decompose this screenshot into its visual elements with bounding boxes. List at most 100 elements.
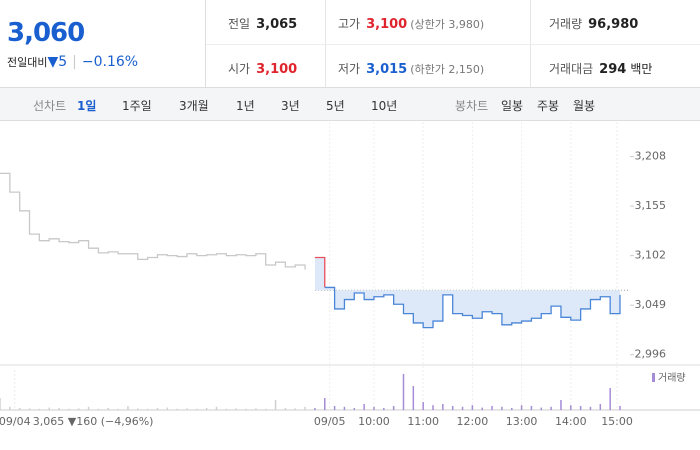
volume-bar: [412, 386, 415, 410]
volume-bar: [28, 408, 31, 410]
stat-label: 거래대금: [549, 62, 594, 76]
volume-bar: [560, 400, 562, 410]
volume-bar: [304, 406, 306, 410]
legend-swatch: [652, 373, 655, 382]
period-tab[interactable]: 10년: [371, 99, 398, 113]
volume-bar: [274, 400, 277, 410]
volume-bar: [589, 406, 592, 410]
volume-bar: [392, 406, 395, 410]
volume-bar: [442, 404, 444, 410]
volume-bar: [186, 408, 188, 410]
period-tab[interactable]: 1년: [236, 99, 255, 113]
stat-value: 294: [599, 62, 627, 77]
volume-bar: [402, 374, 405, 410]
price-line: [314, 256, 326, 288]
volume-bar: [343, 406, 346, 410]
stat: 시가 3,100: [228, 60, 297, 77]
stat-value: 3,015: [366, 62, 408, 77]
volume-bar: [127, 406, 129, 410]
volume-bar: [579, 406, 582, 410]
volume-bar: [353, 408, 356, 410]
volume-bar: [609, 388, 611, 410]
volume-bar: [205, 408, 208, 410]
volume-bar: [451, 406, 454, 410]
y-tick-label: 3,049: [635, 298, 667, 311]
annotation: 3,065 ▼160 (−4,96%): [33, 415, 154, 428]
candle-tab[interactable]: 주봉: [537, 99, 560, 113]
volume-bar: [373, 406, 375, 410]
candle-tab[interactable]: 월봉: [573, 99, 596, 113]
x-tick-label: 09/05: [314, 415, 346, 428]
stat-value: 3,100: [366, 17, 408, 32]
y-tick-label: 2,996: [635, 348, 667, 361]
volume-bar: [461, 406, 464, 410]
volume-bar: [225, 408, 228, 410]
volume-bar: [284, 408, 287, 410]
period-tab[interactable]: 3년: [281, 99, 300, 113]
volume-bar: [107, 408, 110, 410]
price-box: 3,060 전일대비▼5 | −0.16%: [0, 0, 206, 87]
volume-bar: [117, 408, 119, 410]
tab-bar: 선차트 1일 1주일 3개월 1년 3년 5년 10년 봉차트 일봉 주봉 월봉: [0, 88, 700, 121]
volume-bar: [38, 408, 41, 410]
y-tick-label: 3,155: [635, 199, 667, 212]
volume-bar: [146, 408, 149, 410]
volume-bar: [176, 408, 178, 410]
stat-note: (하한가 2,150): [410, 63, 485, 76]
period-tab[interactable]: 1일: [77, 99, 97, 113]
stat-label: 거래량: [549, 17, 583, 31]
stat-label: 전일: [228, 17, 251, 31]
volume-bar: [324, 398, 326, 410]
change: ▼5: [47, 54, 68, 70]
stat: 거래량 96,980: [549, 15, 638, 32]
divider: [206, 44, 700, 45]
stat: 전일 3,065: [228, 15, 297, 32]
volume-bar: [245, 408, 247, 410]
stat: 고가 3,100 (상한가 3,980): [338, 15, 484, 32]
x-tick-label: 15:00: [601, 415, 633, 428]
price-line: [0, 172, 306, 270]
volume-bar: [58, 408, 60, 410]
area: [314, 257, 620, 328]
change-label: 전일대비: [7, 56, 48, 69]
volume-bar: [520, 405, 523, 410]
stat-label: 저가: [338, 62, 361, 76]
volume-bar: [432, 405, 434, 410]
volume-bar: [18, 408, 21, 410]
volume-bar: [235, 408, 237, 410]
volume-bar: [471, 405, 474, 410]
x-tick-label: 12:00: [457, 415, 489, 428]
period-tab[interactable]: 3개월: [179, 99, 209, 113]
volume-bar: [166, 407, 169, 410]
volume-bar: [383, 408, 385, 410]
stat-label: 시가: [228, 62, 251, 76]
divider: [530, 0, 531, 87]
volume-bar: [196, 408, 198, 410]
volume-bar: [77, 408, 80, 410]
volume-bar: [422, 402, 424, 410]
stat-value: 3,100: [256, 62, 298, 77]
period-tab[interactable]: 1주일: [122, 99, 152, 113]
volume-bar: [294, 408, 296, 410]
period-tab[interactable]: 5년: [326, 99, 345, 113]
divider: [325, 0, 326, 87]
volume-bar: [570, 405, 572, 410]
volume-bar: [501, 406, 503, 410]
volume-bar: [48, 407, 50, 410]
quote-header: 3,060 전일대비▼5 | −0.16% 전일 3,065 고가 3,100 (상한가 3…: [0, 0, 700, 88]
volume-bar: [255, 408, 257, 410]
volume-bar: [363, 404, 365, 410]
stat-value: 96,980: [588, 17, 639, 32]
stat-value: 3,065: [256, 17, 298, 32]
stat: 거래대금 294 백만: [549, 60, 652, 77]
change-rate: −0.16%: [81, 54, 139, 70]
y-tick-label: 3,102: [635, 249, 667, 262]
x-tick-label: 13:00: [506, 415, 538, 428]
volume-bar: [510, 408, 513, 410]
volume-bar: [619, 406, 621, 410]
candle-tab[interactable]: 일봉: [501, 99, 524, 113]
volume-bar: [97, 408, 100, 410]
x-tick-label: 14:00: [555, 415, 587, 428]
